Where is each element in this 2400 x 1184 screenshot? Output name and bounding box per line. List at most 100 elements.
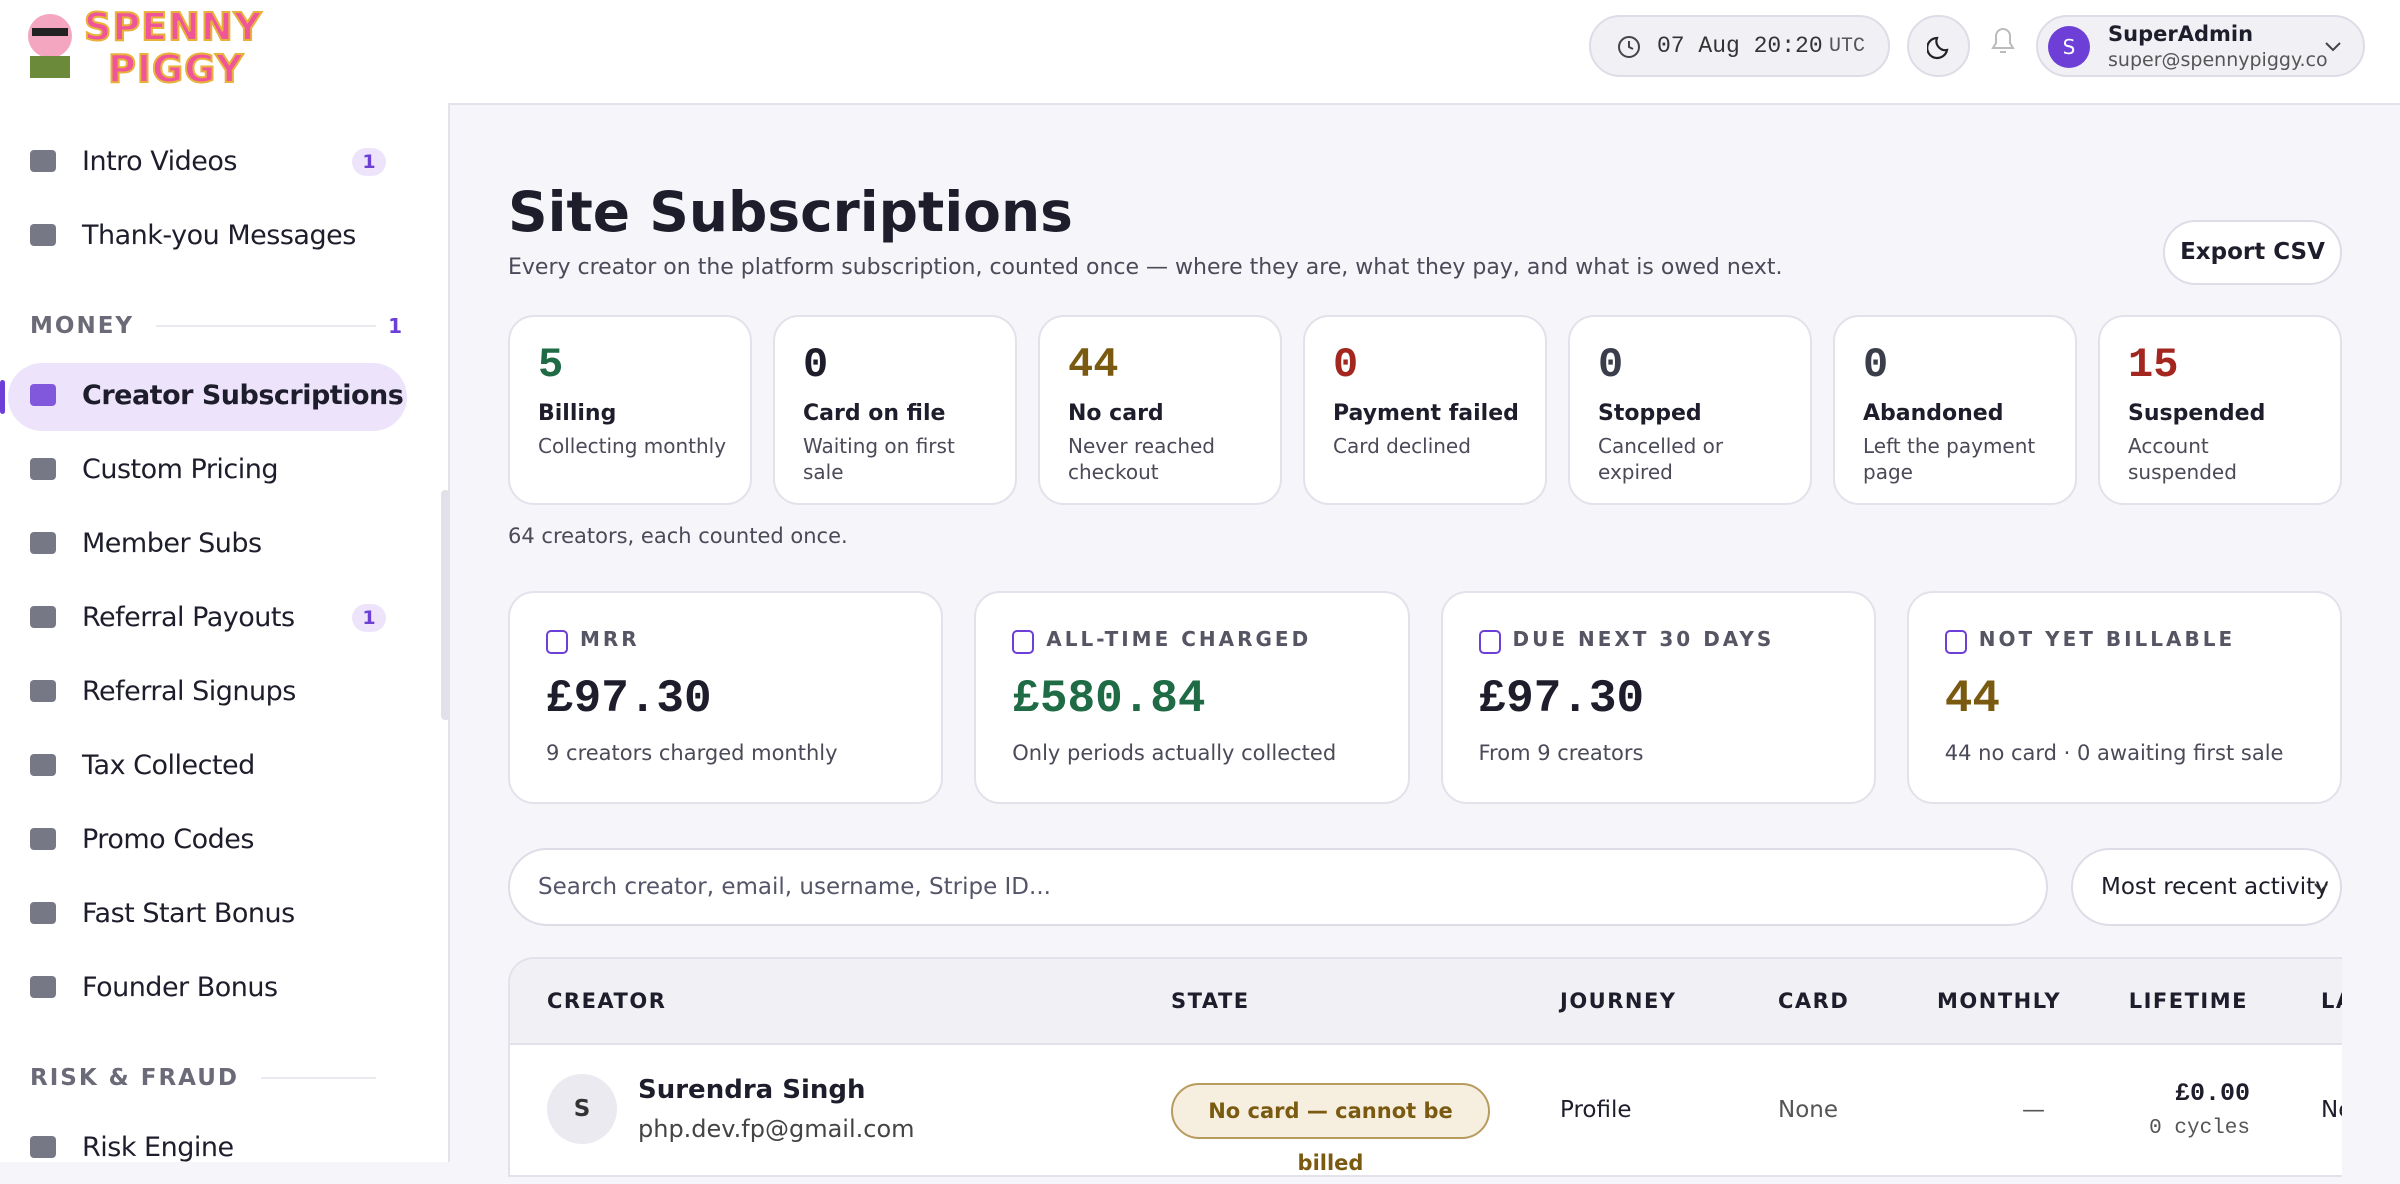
state-value: 0: [1333, 341, 1359, 389]
nav-label: Intro Videos: [82, 145, 238, 177]
search-placeholder: Search creator, email, username, Stripe …: [538, 874, 1051, 900]
nav-label: Custom Pricing: [82, 453, 279, 485]
metric-label: MRR: [580, 627, 640, 651]
metric-value: £97.30: [546, 673, 712, 725]
state-value: 0: [1598, 341, 1624, 389]
state-label: Abandoned: [1863, 401, 2004, 426]
nav-item[interactable]: Fast Start Bonus: [0, 876, 448, 950]
nav-item[interactable]: Creator Subscriptions: [0, 358, 448, 432]
journey: Profile: [1560, 1097, 1632, 1123]
metric-value: £580.84: [1012, 673, 1206, 725]
table: CREATOR STATE JOURNEY CARD MONTHLY LIFETIME LA…: [508, 957, 2342, 1177]
page-subtitle: Every creator on the platform subscripti…: [508, 255, 1783, 280]
state-card[interactable]: 15 Suspended Account suspended: [2098, 315, 2342, 505]
state-label: Suspended: [2128, 401, 2266, 426]
state-card[interactable]: 0 Abandoned Left the payment page: [1833, 315, 2077, 505]
nav-label: Risk Engine: [82, 1131, 234, 1163]
metric-card: DUE NEXT 30 DAYS £97.30 From 9 creators: [1440, 591, 1876, 804]
nav-item[interactable]: Thank-you Messages: [0, 198, 448, 272]
metric-sub: 9 creators charged monthly: [546, 741, 838, 765]
state-sub: Collecting monthly: [538, 434, 727, 458]
scrollbar: [441, 490, 450, 720]
state-label: Card on file: [803, 401, 946, 426]
state-label: Stopped: [1598, 401, 1702, 426]
nav-label: Promo Codes: [82, 823, 254, 855]
state-value: 5: [538, 341, 564, 389]
state-sub: Account suspended: [2128, 434, 2237, 484]
metric-icon: [1944, 630, 1967, 654]
nav-item[interactable]: Risk Engine: [0, 1110, 448, 1184]
lifetime: £0.00: [2174, 1079, 2250, 1108]
metric-sub: Only periods actually collected: [1012, 741, 1337, 765]
nav-item[interactable]: Promo Codes: [0, 802, 448, 876]
state-card[interactable]: 0 Card on file Waiting on first sale: [773, 315, 1017, 505]
state-label: Payment failed: [1333, 401, 1519, 426]
nav-icon: [30, 532, 56, 554]
column-header: STATE: [1171, 989, 1250, 1013]
sort-select[interactable]: Most recent activity: [2071, 848, 2342, 926]
moon-icon: [1927, 36, 1949, 60]
nav-label: Referral Payouts: [82, 601, 295, 633]
nav-icon: [30, 384, 56, 406]
state-value: 44: [1068, 341, 1119, 389]
nav-icon: [30, 606, 56, 628]
column-header: CREATOR: [547, 989, 667, 1013]
nav-label: Referral Signups: [82, 675, 296, 707]
metric-card: ALL-TIME CHARGED £580.84 Only periods actu…: [974, 591, 1410, 804]
nav-label: Member Subs: [82, 527, 262, 559]
nav-item[interactable]: Member Subs: [0, 506, 448, 580]
section-title: RISK & FRAUD: [30, 1065, 240, 1091]
theme-toggle[interactable]: [1907, 15, 1970, 77]
active-highlight: [8, 363, 407, 431]
state-card[interactable]: 5 Billing Collecting monthly: [508, 315, 752, 505]
metric-sub: From 9 creators: [1478, 741, 1644, 765]
state-sub: Waiting on first sale: [803, 434, 955, 484]
state-label: Billing: [538, 401, 617, 426]
nav-icon: [30, 902, 56, 924]
nav-label: Founder Bonus: [82, 971, 278, 1003]
nav-item[interactable]: Tax Collected: [0, 728, 448, 802]
nav-icon: [30, 458, 56, 480]
search-input[interactable]: Search creator, email, username, Stripe …: [508, 848, 2048, 926]
nav-item[interactable]: Referral Signups: [0, 654, 448, 728]
state-card[interactable]: 0 Payment failed Card declined: [1303, 315, 1547, 505]
metric-card: NOT YET BILLABLE 44 44 no card · 0 awaitin…: [1906, 591, 2342, 804]
nav-label: Tax Collected: [82, 749, 255, 781]
state-value: 15: [2128, 341, 2179, 389]
state-sub: Never reached checkout: [1068, 434, 1216, 484]
nav-icon: [30, 150, 56, 172]
metric-icon: [546, 630, 568, 654]
state-card[interactable]: 0 Stopped Cancelled or expired: [1568, 315, 1812, 505]
nav-item[interactable]: Referral Payouts 1: [0, 580, 448, 654]
metric-label: NOT YET BILLABLE: [1978, 627, 2236, 651]
nav-item[interactable]: Custom Pricing: [0, 432, 448, 506]
active-bar: [0, 380, 5, 414]
chevron: [2314, 883, 2328, 893]
logo-pig: [28, 14, 72, 78]
sort-label: Most recent activity: [2101, 874, 2329, 900]
nav-item[interactable]: Intro Videos 1: [0, 124, 448, 198]
logo-line: SPENNY: [83, 5, 263, 49]
page-title: Site Subscriptions: [508, 180, 1073, 244]
export-button[interactable]: Export CSV: [2163, 220, 2342, 285]
nav-badge: 1: [352, 148, 386, 176]
nav-icon: [30, 828, 56, 850]
nav-item[interactable]: Founder Bonus: [0, 950, 448, 1024]
nav-section: RISK & FRAUD: [0, 1046, 448, 1110]
user-avatar: S: [2048, 26, 2090, 68]
user-menu[interactable]: S SuperAdmin super@spennypiggy.co: [2036, 15, 2365, 77]
top-bar: SPENNY PIGGY 07 Aug 20:20 UTC S SuperAdmi…: [0, 0, 2400, 105]
bell-icon[interactable]: [1988, 22, 2018, 58]
nav-icon: [30, 224, 56, 246]
state-sub: Card declined: [1333, 434, 1471, 458]
creator-email: php.dev.fp@gmail.com: [638, 1115, 915, 1143]
metric-icon: [1478, 630, 1501, 654]
chevron: [2325, 42, 2341, 52]
nav-icon: [30, 754, 56, 776]
nav-icon: [30, 680, 56, 702]
nav-label: Fast Start Bonus: [82, 897, 295, 929]
state-card[interactable]: 44 No card Never reached checkout: [1038, 315, 1282, 505]
avatar: S: [547, 1074, 617, 1144]
clock-time: 07 Aug 20:20: [1657, 33, 1823, 59]
table-row[interactable]: S Surendra Singh php.dev.fp@gmail.com No ca…: [510, 1043, 2342, 1175]
